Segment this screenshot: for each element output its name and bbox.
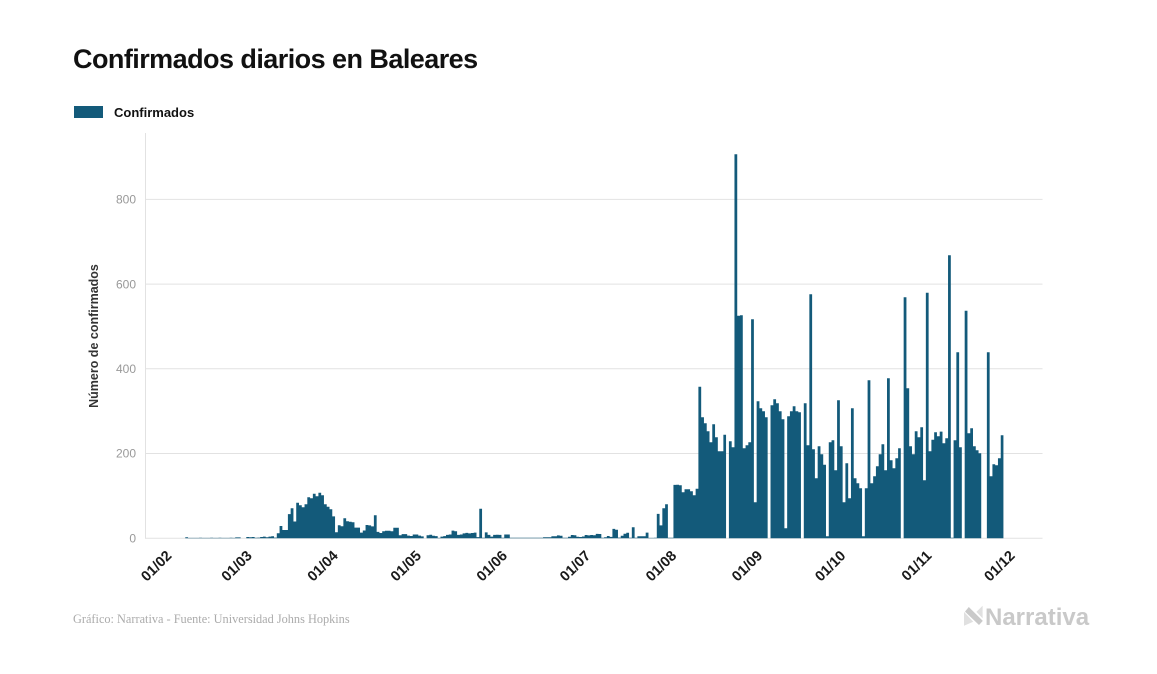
svg-text:Número de confirmados: Número de confirmados (87, 264, 101, 408)
svg-text:01/11: 01/11 (899, 548, 935, 584)
svg-text:01/03: 01/03 (219, 548, 256, 585)
svg-text:01/06: 01/06 (474, 548, 511, 585)
svg-text:600: 600 (116, 277, 136, 291)
svg-text:Narrativa: Narrativa (985, 604, 1090, 631)
svg-text:01/08: 01/08 (643, 548, 680, 585)
svg-text:01/05: 01/05 (388, 548, 425, 585)
svg-text:200: 200 (116, 447, 136, 461)
svg-text:01/12: 01/12 (982, 548, 1019, 585)
svg-text:0: 0 (129, 531, 136, 545)
svg-text:01/09: 01/09 (729, 548, 766, 585)
svg-text:01/07: 01/07 (557, 548, 594, 585)
svg-text:01/02: 01/02 (138, 548, 175, 585)
svg-text:400: 400 (116, 362, 136, 376)
svg-text:01/04: 01/04 (305, 548, 342, 585)
svg-text:800: 800 (116, 193, 136, 207)
svg-text:01/10: 01/10 (812, 548, 849, 585)
